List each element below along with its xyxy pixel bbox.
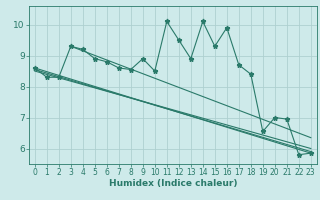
X-axis label: Humidex (Indice chaleur): Humidex (Indice chaleur) [108, 179, 237, 188]
